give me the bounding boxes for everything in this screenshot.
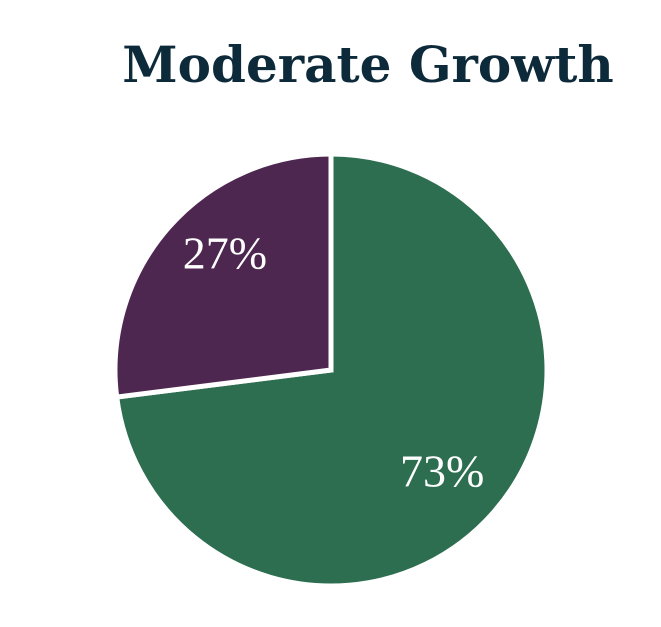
value-label: 27% bbox=[183, 228, 267, 279]
pie-slice bbox=[112, 151, 334, 400]
chart-title: Moderate Growth bbox=[122, 35, 613, 94]
value-label: 73% bbox=[400, 445, 484, 496]
